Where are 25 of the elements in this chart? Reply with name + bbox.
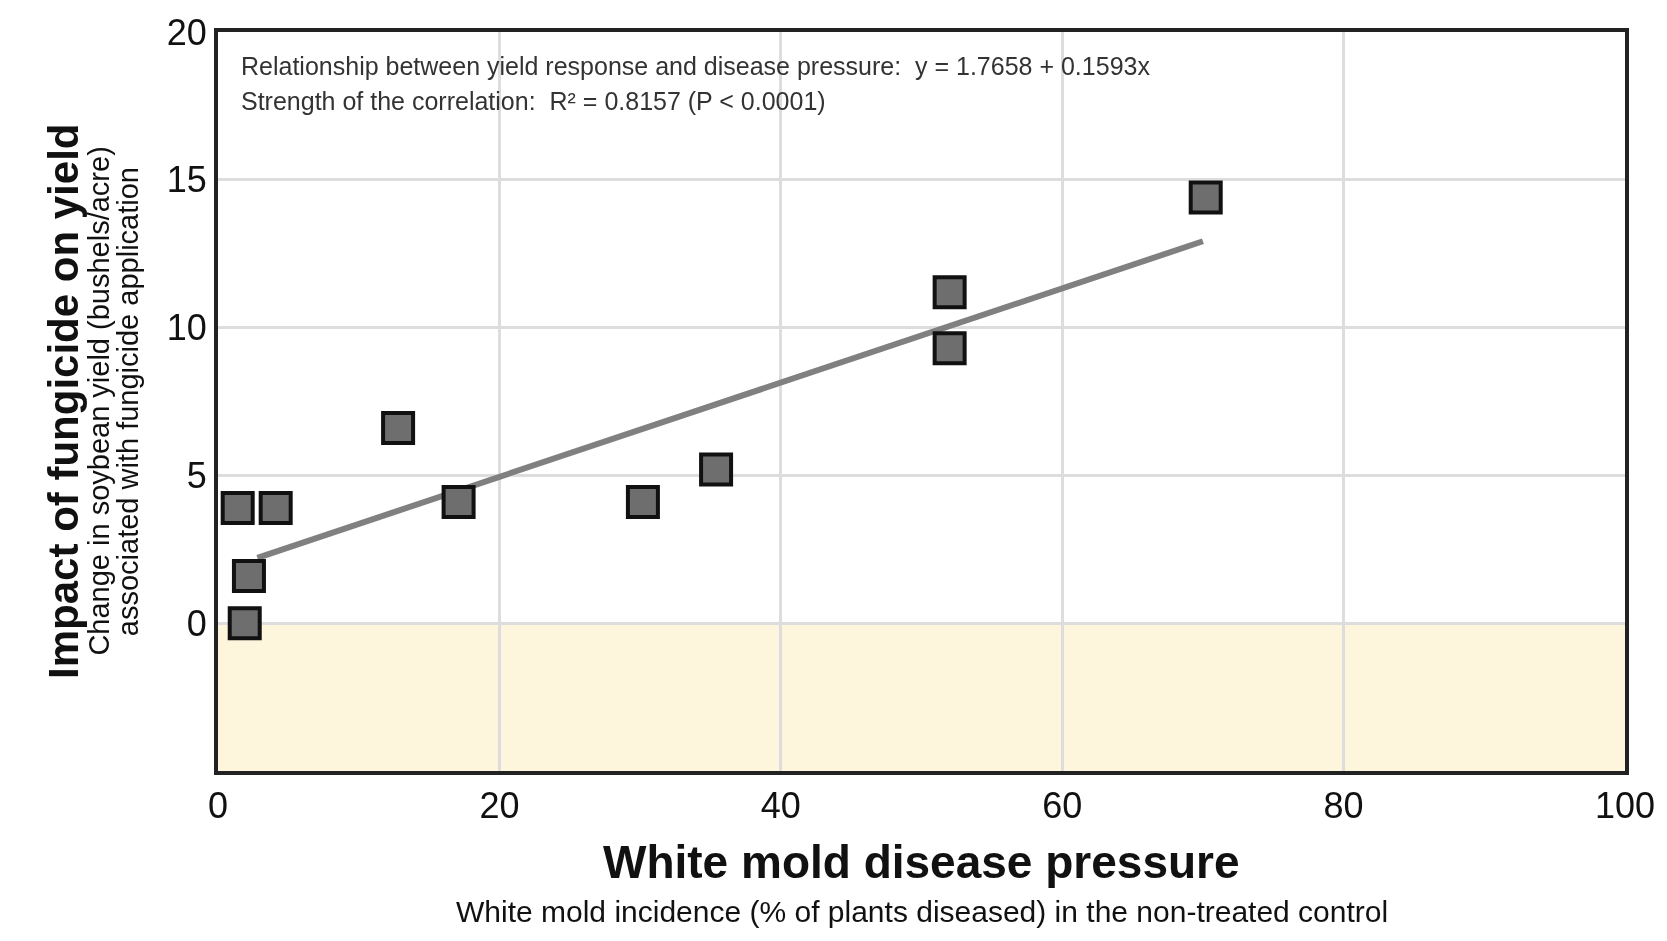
y-tick-label: 0: [186, 602, 207, 644]
point: [441, 485, 476, 519]
y-axis-title: Impact of fungicide on yield Change in soybean yield (bushels/acre) associated with fungicide application: [39, 123, 145, 679]
x-tick-label: 20: [479, 785, 520, 827]
point: [699, 452, 734, 487]
point: [220, 490, 255, 525]
y-tick-label: 10: [166, 307, 207, 349]
x-tick-label: 80: [1323, 785, 1364, 827]
point: [932, 275, 967, 310]
point: [381, 411, 416, 446]
x-axis-title: White mold disease pressure White mold incidence (% of plants diseased) in the non-treated control: [456, 836, 1389, 928]
annotation: Relationship between yield response and disease pressure: y = 1.7658 + 0.1593x: [241, 52, 1151, 80]
point: [625, 485, 660, 519]
point: [227, 606, 262, 641]
y-tick-label: 5: [186, 455, 207, 496]
point: [932, 331, 967, 366]
x-tick-label: 100: [1594, 785, 1656, 827]
y-tick-label: 20: [166, 11, 207, 53]
point: [258, 490, 293, 525]
x-tick-label: 60: [1042, 785, 1083, 827]
point: [231, 558, 266, 593]
point: [1188, 180, 1223, 215]
annotation: Strength of the correlation: R² = 0.8157 (P < 0.0001): [241, 87, 826, 115]
y-tick-label: 15: [166, 159, 207, 201]
x-tick-label: 40: [760, 785, 801, 827]
